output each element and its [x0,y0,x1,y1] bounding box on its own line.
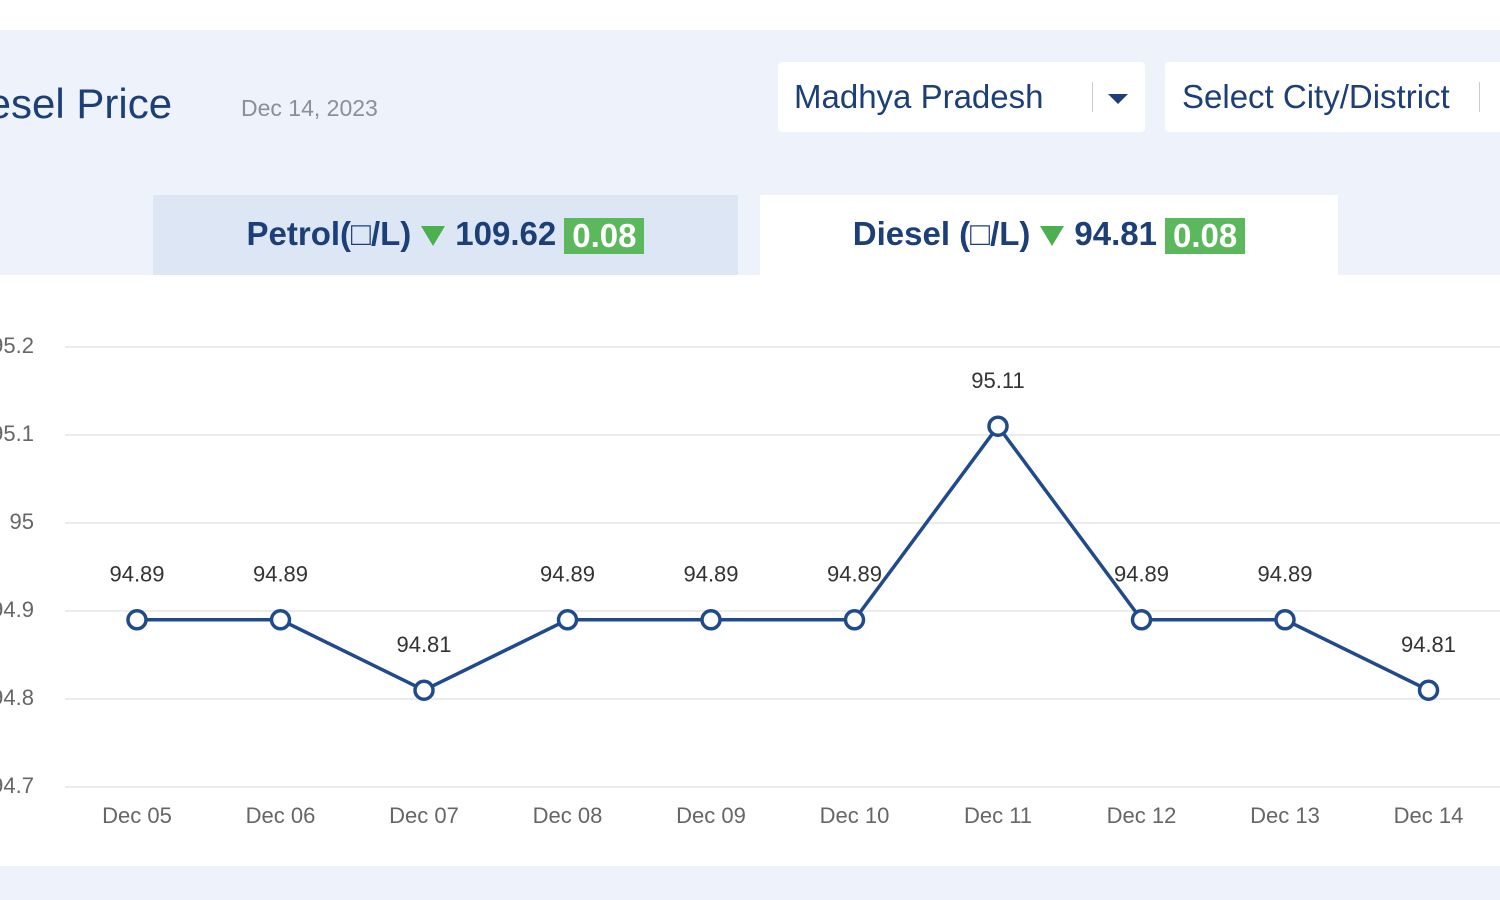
y-tick-label: 94.8 [0,685,34,710]
point [1130,609,1153,631]
point [987,415,1009,437]
data-label: 94.89 [683,562,738,587]
point [1274,609,1296,631]
down-arrow [1040,226,1065,247]
point [843,609,866,631]
data-label: 95.11 [971,368,1024,393]
data-label: 94.89 [253,562,308,587]
y-tick-label: 95.2 [0,333,34,358]
page-title: Diesel Price [0,80,173,127]
separator [1479,82,1480,112]
petrol-tab[interactable]: Petrol(□/L) 109.62 0.08 [153,195,738,275]
city-label: Select City/District [1182,78,1450,115]
x-tick-label: Dec 07 [389,803,459,828]
date: Dec 14, 2023 [241,95,378,121]
y-tick-label: 94.9 [0,597,34,622]
price: 94.81 [1074,215,1157,252]
point [1417,679,1440,701]
price: 109.62 [455,215,557,252]
tab-label: Petrol(□/L) [246,215,412,252]
x-tick-label: Dec 13 [1250,803,1320,828]
caret [1108,94,1128,104]
state-dropdown[interactable]: Madhya Pradesh [778,62,1145,132]
x-tick-label: Dec 09 [676,803,746,828]
diesel-tab[interactable]: Diesel (□/L) 94.81 0.08 [760,195,1338,275]
data-label: 94.89 [109,562,164,587]
point [413,679,435,701]
x-tick-label: Dec 11 [964,803,1032,828]
x-tick-label: Dec 12 [1107,803,1177,828]
y-tick-label: 94.7 [0,773,34,798]
data-label: 94.89 [827,562,882,587]
footer-band [0,866,1500,900]
x-tick-label: Dec 05 [102,803,172,828]
data-label: 94.81 [1401,632,1456,657]
data-label: 94.89 [1257,562,1312,587]
y-tick-label: 95 [10,509,34,534]
x-tick-label: Dec 10 [820,803,890,828]
point [700,609,722,631]
point [269,609,292,631]
down-arrow [421,226,446,247]
point [126,609,148,631]
change-badge: 0.08 [1165,218,1246,255]
data-label: 94.81 [396,632,451,657]
data-label: 94.89 [540,562,595,587]
change-badge: 0.08 [564,218,645,255]
separator [1092,82,1093,112]
x-tick-label: Dec 06 [246,803,316,828]
tab-label: Diesel (□/L) [852,215,1031,252]
x-tick-label: Dec 08 [533,803,603,828]
x-tick-label: Dec 14 [1394,803,1464,828]
data-label: 94.89 [1114,562,1169,587]
city-dropdown[interactable]: Select City/District [1165,62,1500,132]
y-tick-label: 95.1 [0,421,34,446]
point [556,609,579,631]
line [137,423,1430,693]
state-label: Madhya Pradesh [794,78,1044,115]
